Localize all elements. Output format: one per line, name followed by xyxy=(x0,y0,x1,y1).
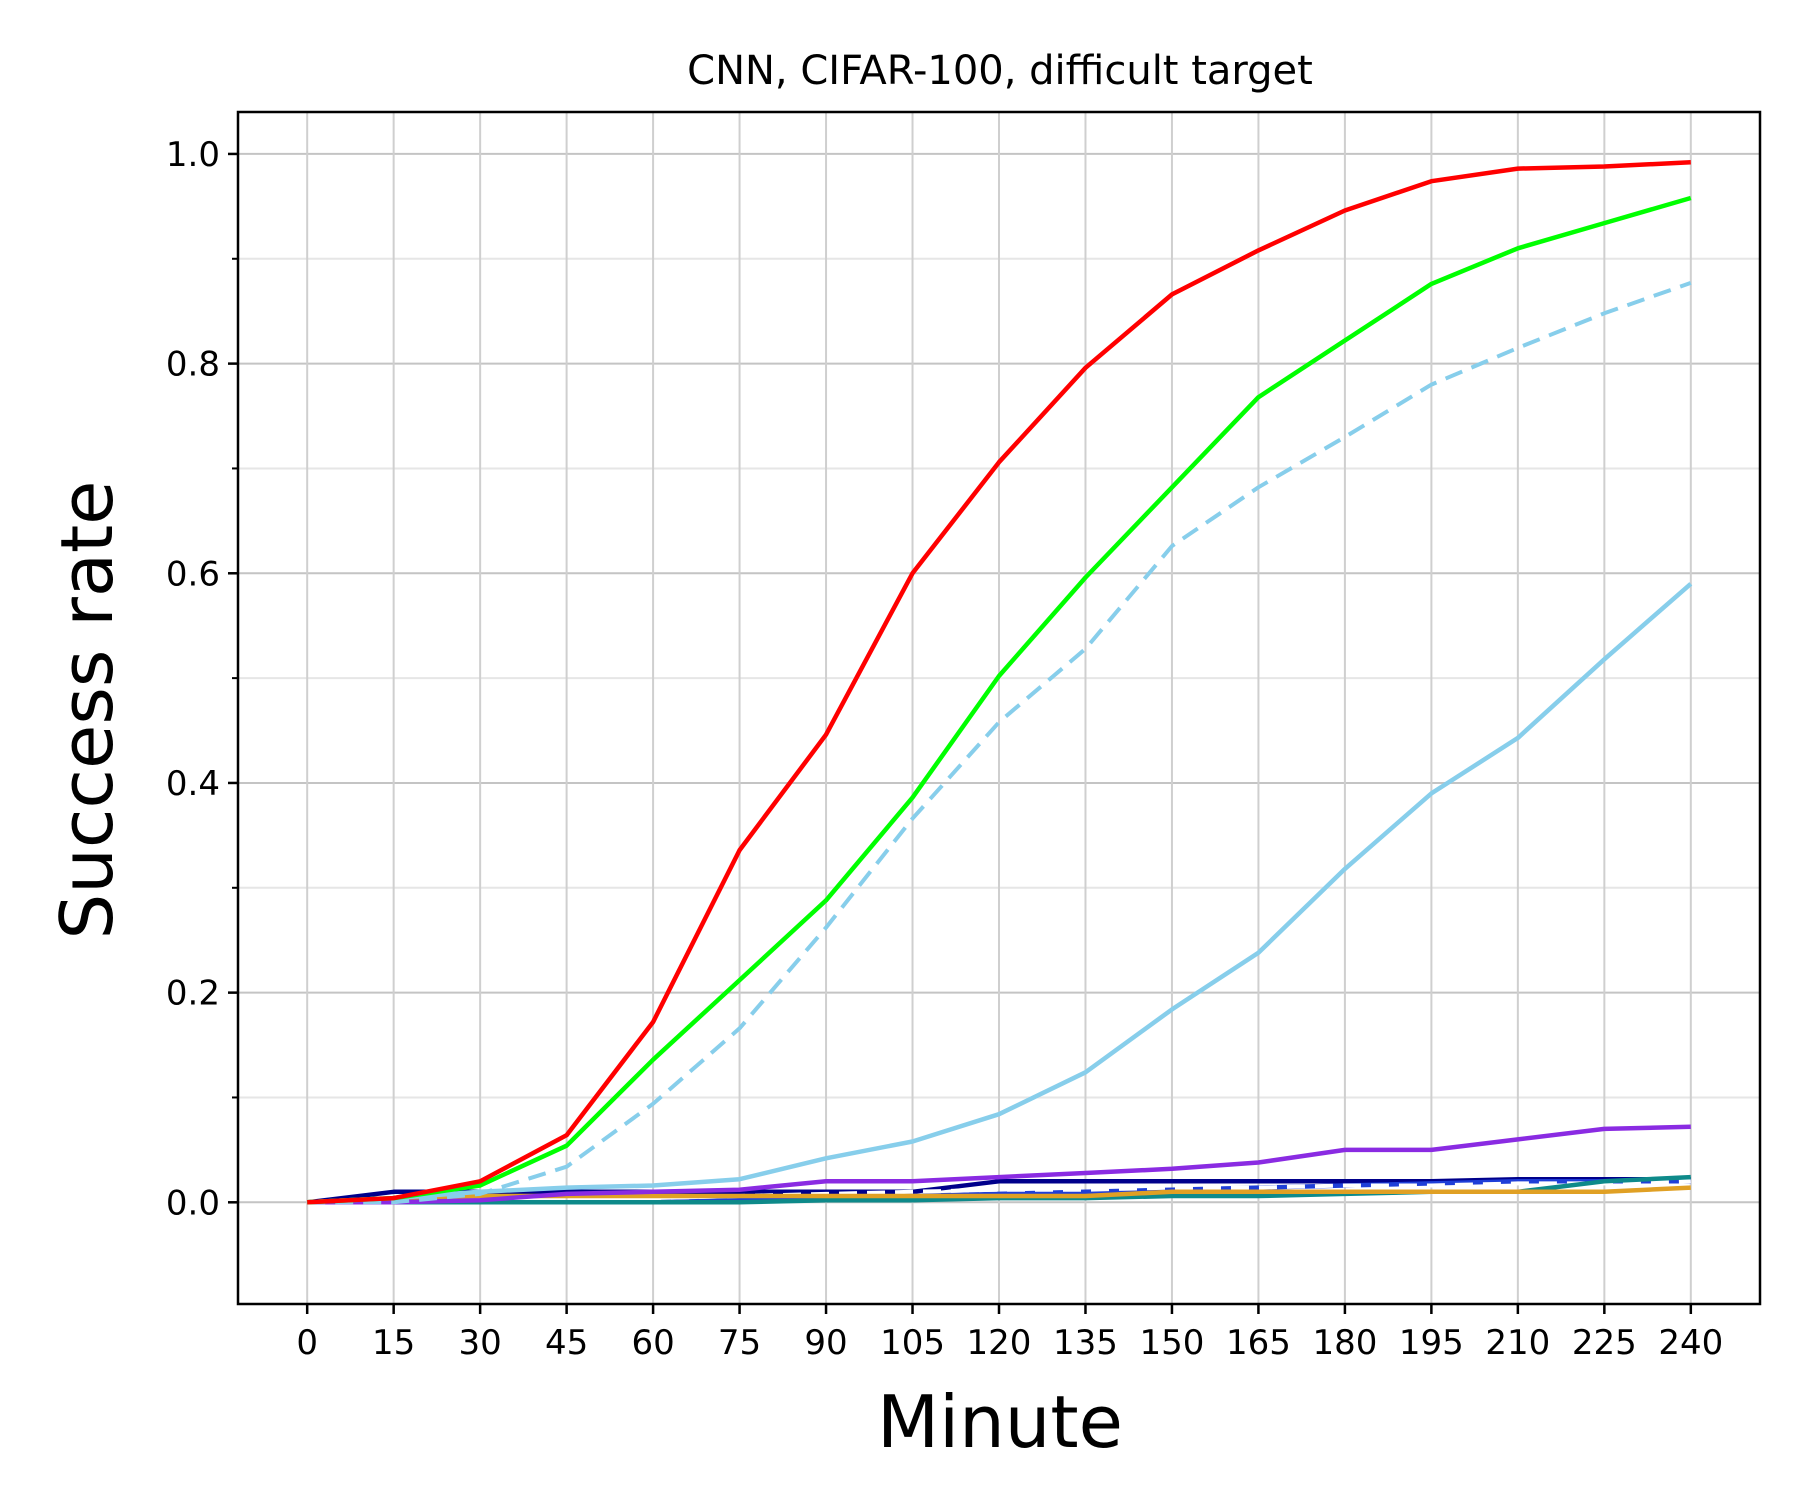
series-line-green xyxy=(307,195,1692,1205)
y-tick-label: 1.0 xyxy=(166,135,220,175)
x-tick-label: 240 xyxy=(1658,1323,1723,1363)
chart-title: CNN, CIFAR-100, difficult target xyxy=(687,48,1313,94)
y-tick-label: 0.4 xyxy=(166,764,220,804)
x-tick-label: 180 xyxy=(1312,1323,1377,1363)
y-tick-label: 0.8 xyxy=(166,345,220,385)
ticks-layer: 0.0 0.2 0.4 0.6 0.8 1.0 0 15 30 45 60 75 90 105 120 135… xyxy=(166,135,1723,1363)
x-tick-label: 225 xyxy=(1572,1323,1637,1363)
x-tick-label: 120 xyxy=(967,1323,1032,1363)
x-tick-label: 45 xyxy=(545,1323,588,1363)
grid-layer xyxy=(238,112,1760,1304)
y-tick-label: 0.0 xyxy=(166,1183,220,1223)
series-line-skyblue xyxy=(307,582,1693,1205)
y-tick-label: 0.6 xyxy=(166,554,220,594)
y-tick-label: 0.2 xyxy=(166,974,220,1014)
x-tick-label: 195 xyxy=(1399,1323,1464,1363)
series-line-skyblue-dashed xyxy=(307,281,1692,1205)
series-line-purple xyxy=(307,1124,1691,1205)
y-axis-label: Success rate xyxy=(45,481,129,940)
x-tick-label: 135 xyxy=(1053,1323,1118,1363)
x-tick-label: 75 xyxy=(718,1323,761,1363)
x-tick-label: 30 xyxy=(459,1323,502,1363)
x-tick-label: 15 xyxy=(372,1323,415,1363)
x-tick-label: 150 xyxy=(1140,1323,1205,1363)
series-layer xyxy=(306,160,1693,1205)
x-tick-label: 105 xyxy=(880,1323,945,1363)
x-tick-label: 60 xyxy=(631,1323,674,1363)
x-tick-label: 165 xyxy=(1226,1323,1291,1363)
x-axis-label: Minute xyxy=(877,1380,1123,1464)
x-tick-label: 0 xyxy=(296,1323,318,1363)
x-tick-label: 210 xyxy=(1485,1323,1550,1363)
series-line-red xyxy=(307,160,1691,1205)
x-tick-label: 90 xyxy=(804,1323,847,1363)
